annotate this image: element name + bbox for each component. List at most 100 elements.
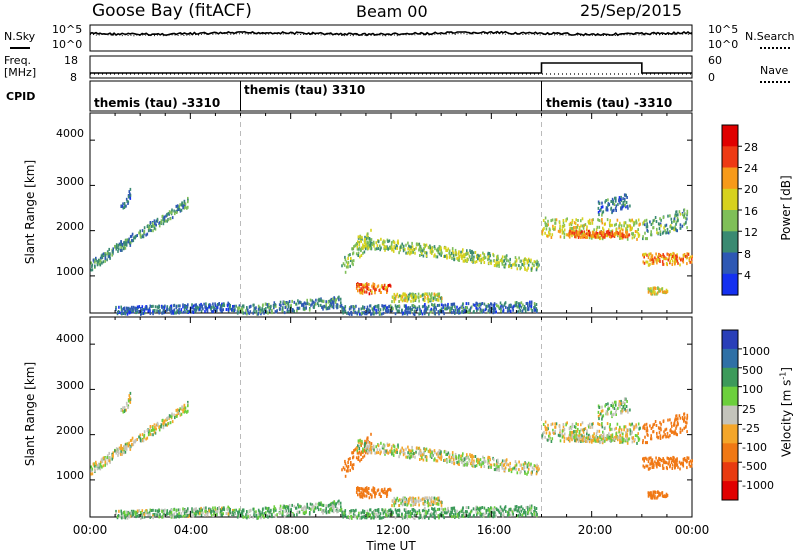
data-cell bbox=[163, 311, 165, 315]
data-cell bbox=[131, 511, 134, 515]
data-cell bbox=[625, 431, 627, 435]
data-cell bbox=[122, 206, 125, 210]
data-cell bbox=[210, 306, 213, 309]
data-cell bbox=[443, 246, 446, 250]
data-cell bbox=[490, 463, 493, 467]
data-cell bbox=[568, 427, 571, 431]
data-cell bbox=[451, 453, 454, 456]
data-cell bbox=[463, 463, 466, 467]
data-cell bbox=[128, 512, 131, 516]
data-cell bbox=[453, 462, 455, 466]
data-cell bbox=[120, 409, 122, 412]
data-cell bbox=[338, 298, 340, 302]
data-cell bbox=[412, 508, 415, 511]
data-cell bbox=[405, 447, 407, 451]
data-cell bbox=[178, 511, 180, 515]
data-cell bbox=[535, 507, 538, 510]
data-cell bbox=[458, 306, 461, 310]
data-cell bbox=[598, 225, 601, 229]
data-cell bbox=[163, 215, 166, 219]
data-cell bbox=[130, 305, 133, 309]
data-cell bbox=[338, 499, 340, 503]
data-cell bbox=[179, 514, 181, 518]
data-cell bbox=[601, 237, 604, 241]
data-cell bbox=[413, 498, 415, 502]
data-cell bbox=[358, 445, 361, 448]
data-cell bbox=[514, 464, 517, 468]
data-cell bbox=[534, 308, 537, 312]
data-cell bbox=[469, 251, 472, 254]
data-cell bbox=[427, 300, 430, 304]
data-cell bbox=[518, 306, 521, 310]
data-cell bbox=[373, 306, 376, 310]
data-cell bbox=[636, 237, 638, 241]
data-cell bbox=[185, 509, 188, 513]
data-cell bbox=[686, 226, 688, 230]
data-cell bbox=[562, 425, 565, 429]
data-cell bbox=[362, 455, 364, 459]
data-cell bbox=[430, 252, 433, 255]
data-cell bbox=[476, 513, 478, 517]
data-cell bbox=[352, 455, 355, 459]
data-cell bbox=[416, 295, 418, 299]
data-cell bbox=[368, 239, 371, 243]
data-cell bbox=[209, 304, 212, 308]
data-cell bbox=[500, 513, 502, 517]
data-cell bbox=[677, 213, 679, 217]
data-cell bbox=[475, 459, 478, 463]
data-cell bbox=[440, 452, 442, 456]
data-cell bbox=[439, 296, 442, 300]
data-cell bbox=[619, 441, 621, 444]
data-cell bbox=[365, 446, 367, 450]
data-cell bbox=[356, 311, 358, 315]
data-cell bbox=[375, 288, 377, 292]
data-cell bbox=[445, 450, 447, 454]
data-cell bbox=[622, 204, 625, 208]
data-cell bbox=[619, 198, 622, 201]
data-cell bbox=[339, 304, 342, 308]
data-cell bbox=[457, 455, 460, 459]
data-cell bbox=[445, 246, 447, 250]
data-cell bbox=[369, 241, 372, 245]
data-cell bbox=[414, 299, 417, 302]
data-cell bbox=[162, 222, 165, 226]
data-cell bbox=[578, 225, 581, 229]
data-cell bbox=[325, 307, 328, 311]
data-cell bbox=[186, 206, 188, 210]
data-cell bbox=[451, 506, 454, 510]
data-cell bbox=[173, 515, 176, 519]
data-cell bbox=[156, 217, 159, 221]
data-cell bbox=[668, 256, 670, 260]
data-cell bbox=[568, 235, 571, 239]
data-cell bbox=[669, 259, 671, 263]
data-cell bbox=[610, 223, 612, 227]
data-cell bbox=[552, 227, 554, 230]
data-cell bbox=[452, 458, 455, 462]
data-cell bbox=[360, 254, 363, 257]
data-cell bbox=[129, 196, 132, 200]
data-cell bbox=[191, 510, 193, 514]
data-cell bbox=[373, 448, 375, 452]
data-cell bbox=[424, 295, 426, 299]
data-cell bbox=[519, 259, 522, 263]
data-cell bbox=[425, 254, 428, 258]
data-cell bbox=[91, 467, 94, 471]
vel-cb-tick-neg25: -25 bbox=[742, 422, 760, 435]
data-cell bbox=[235, 304, 237, 308]
data-cell bbox=[454, 308, 457, 312]
data-cell bbox=[382, 446, 385, 450]
data-cell bbox=[629, 225, 632, 229]
data-cell bbox=[220, 306, 222, 310]
data-cell bbox=[131, 436, 134, 440]
data-cell bbox=[321, 299, 323, 303]
data-cell bbox=[302, 506, 305, 510]
data-cell bbox=[623, 233, 626, 237]
data-cell bbox=[571, 430, 574, 434]
data-cell bbox=[109, 460, 111, 464]
data-cell bbox=[628, 218, 631, 222]
data-cell bbox=[236, 515, 239, 519]
data-cell bbox=[367, 450, 370, 454]
data-cell bbox=[482, 257, 485, 261]
data-cell bbox=[626, 235, 629, 239]
data-cell bbox=[174, 212, 176, 216]
